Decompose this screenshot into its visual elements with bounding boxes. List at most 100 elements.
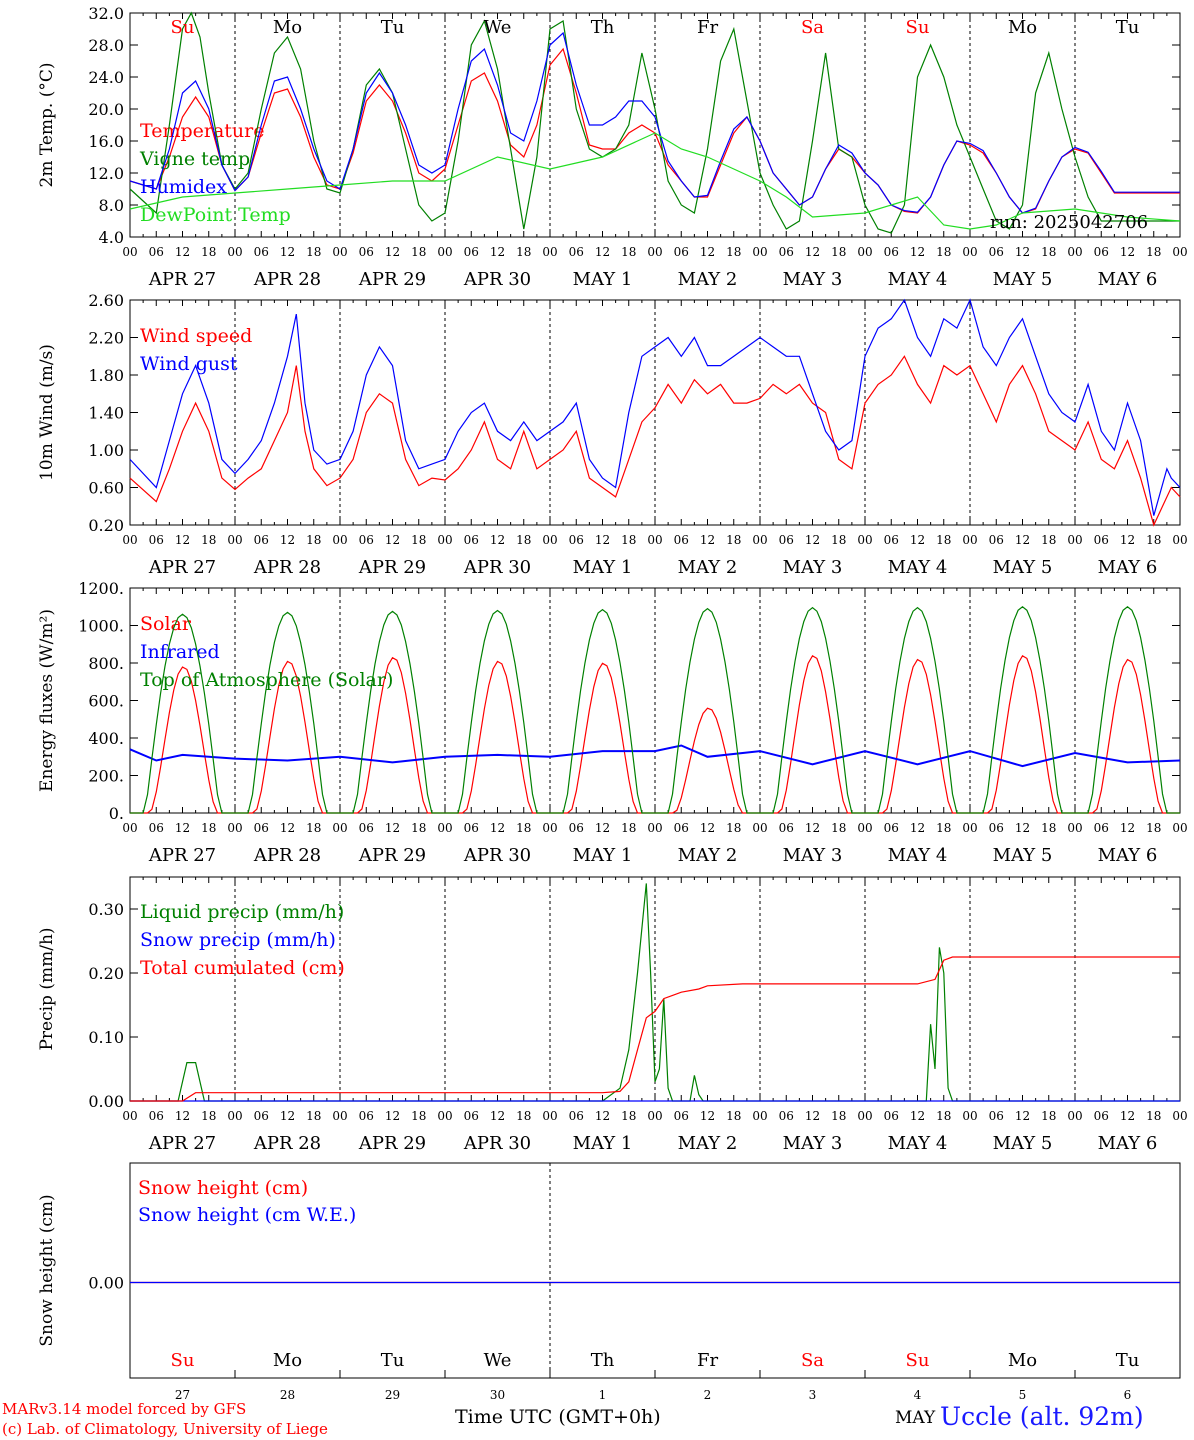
date-label: MAY 6 [1098, 845, 1158, 866]
hour-tick-label: 06 [464, 1109, 479, 1123]
legend-entry: Snow precip (mm/h) [140, 929, 336, 951]
date-label: APR 30 [463, 269, 531, 290]
day-number: 4 [914, 1388, 922, 1402]
hour-tick-label: 00 [542, 533, 557, 547]
hour-tick-label: 06 [884, 245, 899, 259]
y-tick-label: 8.0 [99, 196, 124, 215]
legend-entry: Humidex [140, 176, 227, 198]
hour-tick-label: 06 [674, 245, 689, 259]
date-label: APR 27 [148, 845, 216, 866]
series-line-total-cumulated-cm- [130, 956, 1180, 1102]
hour-tick-label: 12 [595, 821, 610, 835]
y-tick-label: 28.0 [88, 36, 124, 55]
day-name: Fr [697, 1350, 718, 1371]
legend-entry: Infrared [140, 641, 220, 663]
legend-entry: Liquid precip (mm/h) [140, 901, 344, 923]
hour-tick-label: 06 [149, 533, 164, 547]
hour-tick-label: 12 [490, 245, 505, 259]
hour-tick-label: 18 [621, 533, 636, 547]
hour-tick-label: 18 [1041, 821, 1056, 835]
date-label: MAY 5 [993, 845, 1053, 866]
legend-entry: DewPoint Temp [140, 204, 291, 226]
day-name: Su [171, 17, 195, 38]
hour-tick-label: 00 [752, 821, 767, 835]
date-label: APR 30 [463, 1133, 531, 1154]
date-label: MAY 5 [993, 269, 1053, 290]
hour-tick-label: 18 [1146, 1109, 1161, 1123]
day-number: 6 [1124, 1388, 1132, 1402]
y-tick-label: 1.40 [88, 404, 124, 423]
hour-tick-label: 12 [280, 1109, 295, 1123]
hour-tick-label: 12 [595, 1109, 610, 1123]
date-label: APR 28 [253, 845, 321, 866]
model-credit: MARv3.14 model forced by GFS [2, 1400, 247, 1418]
day-name: Th [591, 17, 615, 38]
hour-tick-label: 18 [201, 533, 216, 547]
hour-tick-label: 18 [1146, 533, 1161, 547]
legend-entry: Snow height (cm W.E.) [138, 1204, 356, 1226]
hour-tick-label: 12 [595, 245, 610, 259]
hour-tick-label: 12 [910, 1109, 925, 1123]
hour-tick-label: 18 [936, 1109, 951, 1123]
hour-tick-label: 00 [752, 1109, 767, 1123]
hour-tick-label: 12 [1015, 533, 1030, 547]
y-axis-label: 10m Wind (m/s) [37, 344, 57, 481]
hour-tick-label: 12 [1120, 533, 1135, 547]
hour-tick-label: 00 [437, 245, 452, 259]
day-name: Tu [381, 1350, 405, 1371]
hour-tick-label: 12 [805, 821, 820, 835]
y-tick-label: 1200. [78, 579, 124, 598]
y-tick-label: 400. [88, 729, 124, 748]
day-name: We [484, 17, 512, 38]
day-name: We [484, 1350, 512, 1371]
hour-tick-label: 12 [700, 821, 715, 835]
hour-tick-label: 00 [332, 533, 347, 547]
legend-entry: Total cumulated (cm) [140, 957, 345, 979]
y-tick-label: 0.10 [88, 1028, 124, 1047]
hour-tick-label: 00 [1172, 245, 1187, 259]
hour-tick-label: 00 [857, 533, 872, 547]
hour-tick-label: 12 [385, 533, 400, 547]
hour-tick-label: 18 [726, 821, 741, 835]
hour-tick-label: 06 [149, 245, 164, 259]
date-label: MAY 6 [1098, 557, 1158, 578]
hour-tick-label: 00 [962, 821, 977, 835]
hour-tick-label: 06 [254, 821, 269, 835]
hour-tick-label: 12 [490, 1109, 505, 1123]
hour-tick-label: 12 [1015, 1109, 1030, 1123]
date-label: MAY 2 [678, 269, 738, 290]
hour-tick-label: 06 [569, 533, 584, 547]
y-tick-label: 800. [88, 654, 124, 673]
hour-tick-label: 18 [516, 245, 531, 259]
hour-tick-label: 00 [122, 245, 137, 259]
y-axis-label: Energy fluxes (W/m²) [37, 609, 57, 792]
hour-tick-label: 12 [805, 1109, 820, 1123]
legend-entry: Snow height (cm) [138, 1177, 308, 1199]
hour-tick-label: 06 [989, 1109, 1004, 1123]
day-number: 28 [280, 1388, 295, 1402]
hour-tick-label: 06 [359, 1109, 374, 1123]
hour-tick-label: 00 [1172, 533, 1187, 547]
hour-tick-label: 18 [936, 245, 951, 259]
legend-entry: Top of Atmosphere (Solar) [140, 669, 393, 691]
hour-tick-label: 06 [989, 245, 1004, 259]
hour-tick-label: 12 [910, 533, 925, 547]
hour-tick-label: 00 [962, 533, 977, 547]
hour-tick-label: 18 [411, 245, 426, 259]
series-line-vigne-temp [129, 11, 1180, 234]
date-label: MAY 3 [783, 557, 843, 578]
day-number: 30 [490, 1388, 505, 1402]
date-label: APR 29 [358, 1133, 426, 1154]
hour-tick-label: 12 [175, 1109, 190, 1123]
y-tick-label: 24.0 [88, 68, 124, 87]
date-label: MAY 1 [573, 557, 633, 578]
hour-tick-label: 00 [227, 245, 242, 259]
series-line-infrared [129, 744, 1181, 768]
hour-tick-label: 12 [385, 245, 400, 259]
hour-tick-label: 00 [1172, 821, 1187, 835]
hour-tick-label: 18 [726, 245, 741, 259]
hour-tick-label: 18 [621, 821, 636, 835]
hour-tick-label: 06 [674, 533, 689, 547]
date-label: MAY 4 [888, 557, 948, 578]
y-tick-label: 2.60 [88, 291, 124, 310]
